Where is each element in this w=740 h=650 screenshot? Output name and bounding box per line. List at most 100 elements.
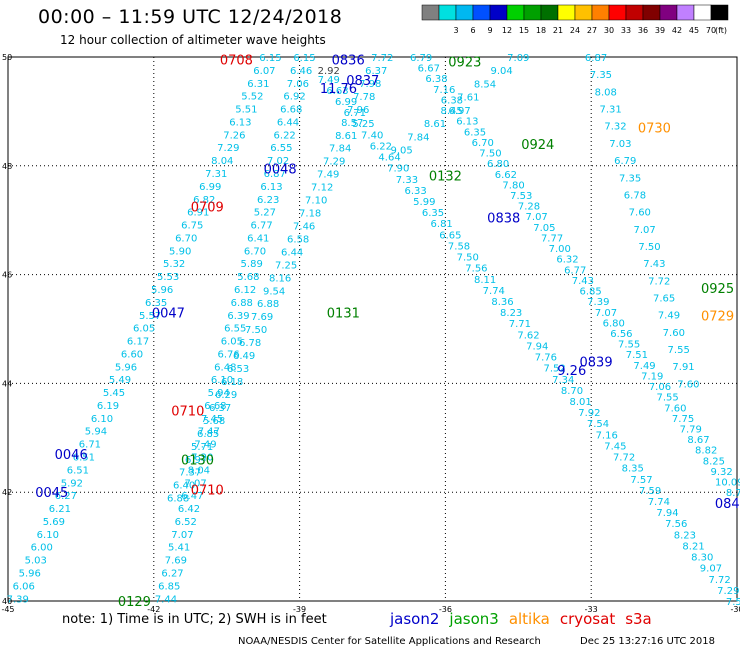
wave-height-value: 6.42 bbox=[178, 504, 200, 515]
wave-height-value: 6.31 bbox=[247, 79, 269, 90]
color-scale-label: 45 bbox=[689, 26, 699, 35]
wave-height-value: 7.35 bbox=[619, 173, 641, 184]
wave-height-value: 7.50 bbox=[457, 253, 479, 264]
wave-height-value: 7.03 bbox=[609, 139, 631, 150]
wave-height-value: 6.81 bbox=[431, 219, 453, 230]
wave-height-value: 6.55 bbox=[270, 143, 292, 154]
wave-height-value: 7.72 bbox=[708, 575, 730, 586]
wave-height-value: 8.08 bbox=[595, 87, 617, 98]
wave-height-value: 7.60 bbox=[663, 328, 685, 339]
wave-height-value: 7.91 bbox=[672, 362, 694, 373]
wave-height-value: 6.22 bbox=[274, 130, 296, 141]
wave-height-value: 7.50 bbox=[479, 149, 501, 160]
pass-time-label: 9.26 bbox=[557, 364, 586, 379]
wave-height-value: 8.01 bbox=[570, 397, 592, 408]
pass-time-label: 0839 bbox=[580, 356, 613, 371]
wave-height-value: 5.71 bbox=[191, 442, 213, 453]
lon-tick-label: -39 bbox=[293, 605, 306, 614]
wave-height-value: 6.87 bbox=[264, 169, 286, 180]
wave-height-value: 5.68 bbox=[203, 416, 225, 427]
wave-height-value: 6.27 bbox=[55, 491, 77, 502]
wave-height-value: 7.31 bbox=[205, 169, 227, 180]
wave-height-value: 5.41 bbox=[168, 543, 190, 554]
wave-height-value: 7.79 bbox=[680, 425, 702, 436]
wave-height-value: 7.56 bbox=[726, 597, 740, 608]
wave-height-value: 5.51 bbox=[235, 105, 257, 116]
lat-tick-label: 46 bbox=[2, 271, 12, 280]
wave-height-value: 7.05 bbox=[533, 223, 555, 234]
wave-height-value: 5.68 bbox=[237, 272, 259, 283]
wave-height-value: 7.96 bbox=[347, 105, 369, 116]
wave-height-value: 7.07 bbox=[634, 225, 656, 236]
pass-time-label: 0709 bbox=[191, 201, 224, 216]
wave-height-value: 7.07 bbox=[595, 308, 617, 319]
wave-height-value: 7.55 bbox=[657, 393, 679, 404]
wave-height-value: 6.87 bbox=[585, 53, 607, 64]
pass-time-label: 0708 bbox=[220, 54, 253, 69]
wave-height-value: 7.94 bbox=[656, 508, 678, 519]
credit-line: NOAA/NESDIS Center for Satellite Applica… bbox=[238, 636, 541, 647]
wave-height-value: 6.78 bbox=[239, 338, 261, 349]
wave-height-value: 7.07 bbox=[171, 530, 193, 541]
lat-tick-label: 50 bbox=[2, 53, 12, 62]
wave-height-value: 6.68 bbox=[280, 105, 302, 116]
wave-height-value: 9.05 bbox=[391, 145, 413, 156]
wave-height-value: 8.21 bbox=[682, 541, 704, 552]
wave-height-value: 6.85 bbox=[197, 429, 219, 440]
wave-height-value: 8.04 bbox=[188, 465, 210, 476]
wave-height-value: 6.35 bbox=[464, 127, 486, 138]
wave-height-value: 7.55 bbox=[618, 340, 640, 351]
pass-time-label: 0047 bbox=[152, 307, 185, 322]
wave-height-value: 10.09 bbox=[715, 478, 740, 489]
wave-height-value: 8.67 bbox=[687, 435, 709, 446]
wave-height-value: 6.85 bbox=[579, 287, 601, 298]
color-scale-label: 42 bbox=[672, 26, 682, 35]
wave-height-value: 5.27 bbox=[254, 208, 276, 219]
wave-height-value: 7.26 bbox=[223, 130, 245, 141]
wave-height-value: 7.44 bbox=[155, 594, 177, 605]
wave-height-value: 7.29 bbox=[217, 143, 239, 154]
wave-height-value: 6.23 bbox=[257, 195, 279, 206]
wave-height-value: 7.74 bbox=[483, 286, 505, 297]
wave-height-value: 5.94 bbox=[85, 427, 107, 438]
wave-height-value: 8.61 bbox=[424, 119, 446, 130]
color-scale-label: 39 bbox=[655, 26, 665, 35]
wave-height-value: 7.56 bbox=[465, 264, 487, 275]
page-title: 00:00 – 11:59 UTC 12/24/2018 bbox=[38, 6, 343, 28]
wave-height-value: 7.34 bbox=[552, 375, 574, 386]
wave-height-value: 7.35 bbox=[590, 70, 612, 81]
wave-height-value: 6.37 bbox=[365, 66, 387, 77]
wave-height-value: 7.16 bbox=[596, 430, 618, 441]
wave-height-value: 7.20 bbox=[191, 453, 213, 464]
wave-height-value: 7.45 bbox=[201, 414, 223, 425]
color-scale-label: 36 bbox=[638, 26, 648, 35]
wave-height-value: 7.69 bbox=[165, 556, 187, 567]
wave-height-value: 7.84 bbox=[329, 144, 351, 155]
wave-height-value: 7.60 bbox=[629, 208, 651, 219]
wave-height-value: 6.75 bbox=[181, 221, 203, 232]
wave-height-value: 5.52 bbox=[241, 92, 263, 103]
wave-height-value: 6.46 bbox=[290, 66, 312, 77]
wave-height-value: 6.10 bbox=[211, 375, 233, 386]
wave-height-value: 6.82 bbox=[193, 195, 215, 206]
color-scale-label: 21 bbox=[553, 26, 563, 35]
wave-height-value: 6.07 bbox=[253, 66, 275, 77]
pass-time-label: 0131 bbox=[327, 307, 360, 322]
pass-time-label: 0045 bbox=[35, 486, 68, 501]
wave-height-value: 6.51 bbox=[67, 465, 89, 476]
wave-height-value: 7.07 bbox=[526, 212, 548, 223]
wave-height-value: 6.48 bbox=[214, 362, 236, 373]
wave-height-value: 7.49 bbox=[658, 311, 680, 322]
wave-height-value: 6.15 bbox=[259, 53, 281, 64]
color-swatch bbox=[710, 4, 729, 21]
wave-height-value: 8.45 bbox=[441, 106, 463, 117]
pass-time-label: 2.92 bbox=[318, 66, 340, 77]
pass-time-label: 11.76 bbox=[320, 82, 357, 97]
wave-height-value: 6.99 bbox=[199, 182, 221, 193]
wave-height-value: 6.17 bbox=[127, 337, 149, 348]
lon-tick-label: -45 bbox=[1, 605, 14, 614]
color-scale-label: 24 bbox=[570, 26, 580, 35]
wave-height-value: 6.55 bbox=[224, 324, 246, 335]
lat-tick-label: 44 bbox=[2, 379, 12, 388]
wave-height-value: 7.12 bbox=[311, 183, 333, 194]
